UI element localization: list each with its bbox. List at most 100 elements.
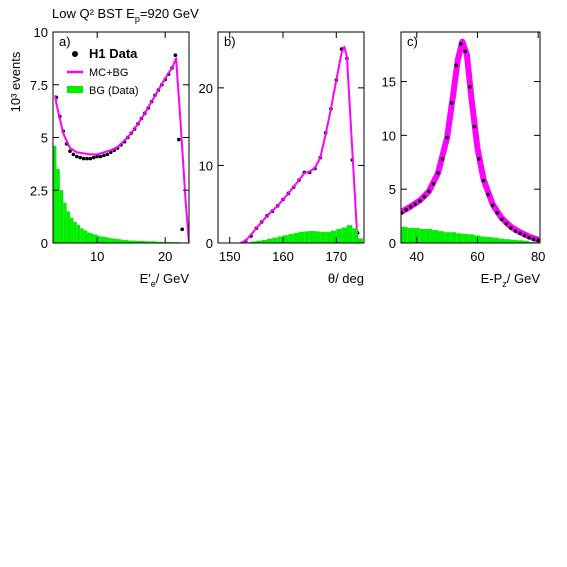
mc-line	[401, 38, 540, 243]
y-tick-label: 5	[389, 182, 396, 197]
bg-bar	[155, 241, 159, 243]
bg-bar	[498, 238, 505, 243]
y-tick-label: 10	[382, 128, 396, 143]
data-point	[71, 152, 76, 157]
bg-bar	[413, 227, 420, 243]
bg-bar	[419, 229, 426, 243]
x-tick-label: 60	[470, 249, 484, 264]
data-point	[180, 227, 184, 232]
bg-bar	[298, 231, 305, 243]
y-tick-label: 0	[206, 236, 213, 251]
panel-label: c)	[407, 34, 418, 49]
data-point	[75, 154, 79, 159]
bg-bar	[492, 237, 499, 243]
bg-bar	[117, 239, 121, 243]
x-axis-label: E-Pz/ GeV	[481, 271, 541, 289]
data-point	[481, 178, 486, 183]
chart-title: Low Q² BST Ep=920 GeV	[52, 6, 199, 24]
bg-bar	[87, 232, 91, 243]
panel: 0 5 10 15 40 60 80 E-Pz/ GeV c)	[382, 31, 545, 289]
x-tick-label: 20	[158, 249, 172, 264]
bg-bar	[486, 237, 493, 243]
bg-bar	[261, 239, 268, 243]
data-point	[468, 85, 472, 89]
data-point	[518, 231, 522, 236]
data-point	[95, 154, 99, 159]
y-tick-label: 20	[199, 81, 213, 96]
data-point	[418, 199, 422, 203]
bg-bar	[127, 240, 132, 243]
x-axis-label-part: E′	[140, 271, 152, 286]
data-point	[413, 202, 418, 207]
x-axis-label: E′e/ GeV	[140, 271, 190, 289]
data-point	[401, 211, 404, 215]
legend-marker	[67, 86, 83, 93]
bg-bar	[53, 145, 57, 243]
data-point	[513, 229, 518, 233]
legend-marker	[72, 51, 78, 57]
mc-line	[54, 57, 189, 243]
bg-bar	[66, 211, 70, 243]
bg-bar	[134, 240, 138, 243]
bg-bar	[283, 235, 289, 243]
data-point	[404, 207, 408, 212]
bg-bar	[320, 231, 326, 243]
y-tick-label: 0	[389, 236, 396, 251]
bg-bar	[138, 240, 142, 243]
panel-label: b)	[224, 34, 236, 49]
bg-bar	[462, 233, 469, 243]
data-point	[454, 63, 459, 68]
bg-bar	[59, 190, 64, 243]
bg-bar	[341, 227, 347, 243]
data-point	[449, 101, 454, 105]
data-point	[177, 137, 181, 142]
bg-bar	[90, 233, 94, 243]
data-point	[88, 156, 93, 161]
y-tick-label: 5	[41, 131, 48, 146]
bg-bar	[131, 240, 135, 243]
x-tick-label: 160	[272, 249, 294, 264]
data-point	[427, 189, 431, 194]
x-tick-label: 150	[219, 249, 241, 264]
x-tick-label: 10	[90, 249, 104, 264]
bg-bar	[63, 202, 67, 243]
chart-title-part: Low Q² BST E	[52, 6, 135, 21]
data-point	[105, 152, 110, 157]
x-tick-label: 170	[325, 249, 347, 264]
bg-bar	[352, 228, 358, 243]
data-point	[472, 124, 477, 129]
data-point	[486, 192, 490, 197]
bg-bar	[330, 230, 337, 243]
bg-bar	[110, 238, 115, 243]
bg-bar	[450, 232, 457, 243]
bg-bar	[277, 236, 284, 243]
bg-bar	[529, 241, 536, 243]
bg-bar	[309, 230, 315, 243]
bg-bar	[357, 238, 363, 243]
data-point	[440, 157, 445, 161]
data-point	[499, 217, 504, 222]
frame	[52, 31, 190, 244]
bg-bar	[407, 227, 414, 243]
bg-bar	[523, 240, 530, 243]
data-point	[78, 155, 82, 160]
data-point	[509, 226, 513, 230]
x-tick-label: 80	[531, 249, 545, 264]
bg-bar	[100, 236, 104, 243]
bg-bar	[114, 238, 118, 243]
plot-area	[239, 45, 363, 243]
bg-bar	[168, 241, 172, 243]
chart-title-part: =920 GeV	[140, 6, 199, 21]
bg-bar	[251, 241, 257, 243]
data-point	[173, 53, 178, 58]
y-axis-label: 10³ events	[8, 51, 23, 112]
bg-bar	[504, 239, 511, 243]
bg-bar	[73, 221, 77, 243]
panel-label: a)	[59, 34, 71, 49]
data-point	[495, 211, 500, 215]
bg-bar	[165, 241, 169, 243]
bg-bar	[124, 239, 128, 243]
data-point	[408, 205, 413, 209]
data-point	[522, 233, 527, 238]
bg-bar	[70, 217, 74, 243]
